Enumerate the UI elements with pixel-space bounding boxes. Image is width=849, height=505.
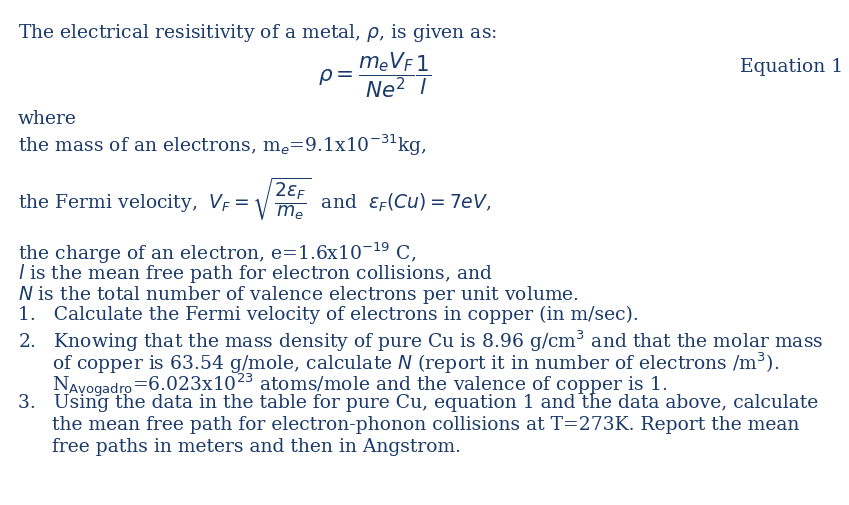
Text: $l$ is the mean free path for electron collisions, and: $l$ is the mean free path for electron c… xyxy=(18,262,493,285)
Text: the Fermi velocity,  $V_F = \sqrt{\dfrac{2\varepsilon_F}{m_e}}$  and  $\varepsil: the Fermi velocity, $V_F = \sqrt{\dfrac{… xyxy=(18,175,492,222)
Text: Equation 1: Equation 1 xyxy=(740,58,843,76)
Text: the mean free path for electron-phonon collisions at T=273K. Report the mean: the mean free path for electron-phonon c… xyxy=(52,416,800,434)
Text: the charge of an electron, e=1.6x10$^{-19}$ C,: the charge of an electron, e=1.6x10$^{-1… xyxy=(18,240,416,266)
Text: 2.   Knowing that the mass density of pure Cu is 8.96 g/cm$^3$ and that the mola: 2. Knowing that the mass density of pure… xyxy=(18,328,824,353)
Text: N$_{\rm Avogadro}$=6.023x10$^{23}$ atoms/mole and the valence of copper is 1.: N$_{\rm Avogadro}$=6.023x10$^{23}$ atoms… xyxy=(52,372,667,400)
Text: the mass of an electrons, m$_e$=9.1x10$^{-31}$kg,: the mass of an electrons, m$_e$=9.1x10$^… xyxy=(18,133,427,159)
Text: of copper is 63.54 g/mole, calculate $N$ (report it in number of electrons /m$^3: of copper is 63.54 g/mole, calculate $N$… xyxy=(52,350,779,376)
Text: 1.   Calculate the Fermi velocity of electrons in copper (in m/sec).: 1. Calculate the Fermi velocity of elect… xyxy=(18,306,638,324)
Text: 3.   Using the data in the table for pure Cu, equation 1 and the data above, cal: 3. Using the data in the table for pure … xyxy=(18,394,818,412)
Text: The electrical resisitivity of a metal, $\rho$, is given as:: The electrical resisitivity of a metal, … xyxy=(18,22,498,44)
Text: free paths in meters and then in Angstrom.: free paths in meters and then in Angstro… xyxy=(52,438,461,456)
Text: where: where xyxy=(18,110,77,128)
Text: $N$ is the total number of valence electrons per unit volume.: $N$ is the total number of valence elect… xyxy=(18,284,579,306)
Text: $\rho = \dfrac{m_e V_F}{Ne^2} \dfrac{1}{l}$: $\rho = \dfrac{m_e V_F}{Ne^2} \dfrac{1}{… xyxy=(318,50,431,100)
